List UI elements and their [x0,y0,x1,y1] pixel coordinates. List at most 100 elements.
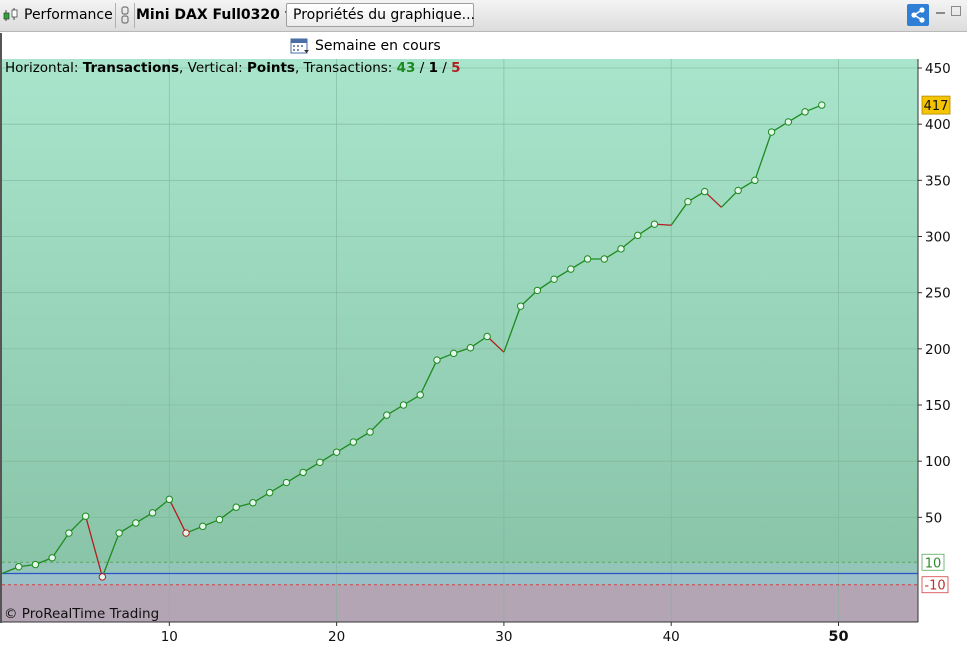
neutral-count: 1 [428,60,438,76]
equity-segment [520,289,538,307]
grip-icon [121,6,129,24]
equity-point [132,519,140,527]
horizontal-value: Transactions [82,60,180,76]
equity-point [165,495,174,504]
equity-point [98,573,107,581]
equity-segment [720,189,739,208]
x-tick-label: 30 [495,629,512,645]
grid [2,59,918,622]
share-button[interactable] [907,4,929,26]
equity-point [700,187,709,196]
equity-point [249,499,257,507]
share-icon [911,7,925,23]
chart-left-border [0,33,2,623]
equity-segment [101,532,120,578]
losing-count: 5 [451,60,461,76]
equity-point [684,197,692,206]
last-value-label: 417 [924,99,949,114]
equity-point [81,512,90,520]
plot-area[interactable] [2,59,918,622]
y-tick-label: 100 [925,454,951,470]
performance-label: Performance [24,7,113,23]
winning-count: 43 [396,60,416,76]
equity-point [617,245,625,253]
equity-point [450,349,458,358]
equity-segment [369,414,388,433]
transactions-label: Transactions: [303,60,393,76]
toolbar-divider [115,3,116,28]
equity-point [31,560,40,569]
equity-point [332,448,341,456]
minimize-icon[interactable] [936,12,945,14]
equity-segment [68,515,87,534]
equity-point [650,220,659,228]
equity-point [148,509,157,517]
y-tick-label: 50 [925,510,942,526]
equity-point [399,401,408,409]
equity-point [734,186,742,195]
instrument-name: Mini DAX Full0320 [136,7,280,23]
period-label: Semaine en cours [315,38,441,54]
upper-threshold-label: 10 [925,556,942,571]
equity-point [366,428,374,436]
slash-separator: / [442,60,447,76]
equity-point [15,563,23,571]
candlestick-icon [3,8,18,21]
equity-segment [503,305,522,353]
equity-point [65,529,73,537]
y-axis-ticks: 50 100 150 200 250 300 350 400 450 [918,61,951,526]
profit-band [2,562,918,574]
x-tick-label: 40 [663,629,680,645]
calendar-icon [290,38,309,54]
equity-point [818,101,826,109]
equity-point [265,488,274,497]
equity-segment [168,499,187,534]
equity-point [433,356,441,364]
equity-point [483,332,491,341]
equity-point [215,515,224,524]
equity-point [282,478,291,487]
equity-point [199,522,207,531]
equity-point [634,231,642,240]
equity-point [48,554,56,562]
slash-separator: / [419,60,425,76]
equity-point [115,529,123,537]
equity-point [533,286,542,295]
loss-zone [2,584,918,622]
equity-segment [670,201,689,226]
equity-segment [419,359,438,396]
chart-info-line: Horizontal: Transactions, Vertical: Poin… [5,60,461,76]
equity-point [801,108,809,116]
equity-point [466,344,475,352]
y-tick-label: 400 [925,117,951,133]
y-tick-label: 300 [925,230,951,246]
y-tick-label: 450 [925,61,951,77]
period-selector[interactable]: Semaine en cours [290,35,441,57]
upper-threshold-badge [921,553,945,571]
performance-button[interactable]: Performance [2,3,113,27]
equity-segment [486,336,505,353]
equity-point [316,458,324,466]
equity-segment [85,516,104,578]
equity-point [383,411,391,419]
equity-point [182,529,190,537]
equity-point [349,438,358,446]
equity-segment [704,191,722,208]
chart-properties-label: Propriétés du graphique... [293,7,476,23]
drag-handle[interactable] [118,3,132,27]
x-tick-label: 50 [828,629,848,645]
equity-point [751,176,759,185]
axis-badges: 417 10 -10 [921,95,951,594]
equity-point [567,265,575,273]
equity-segment [51,532,70,559]
x-tick-label: 10 [161,629,178,645]
maximize-icon[interactable] [951,6,961,16]
lower-threshold-label: -10 [924,579,945,594]
chart-properties-button[interactable]: Propriétés du graphique... [286,3,476,27]
copyright-text: © ProRealTime Trading [4,606,160,622]
vertical-label: Vertical: [187,60,243,76]
last-value-badge [921,95,951,115]
equity-segment [754,131,773,181]
vertical-value: Points [247,60,295,76]
